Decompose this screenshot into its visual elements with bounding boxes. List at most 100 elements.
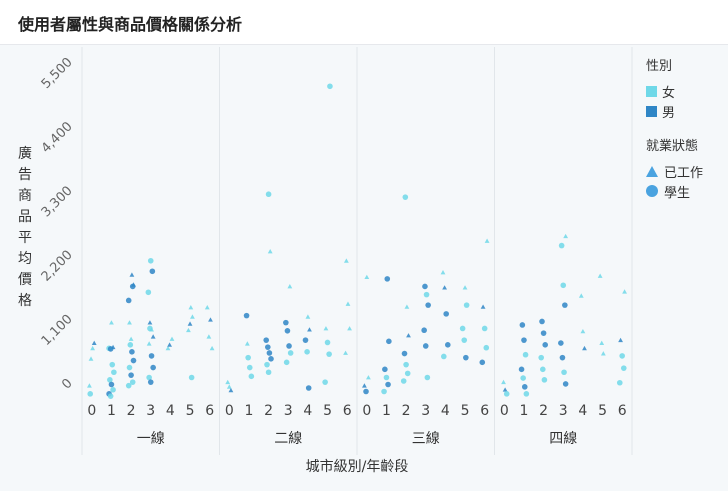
age-tick-label: 3	[559, 403, 568, 419]
data-point	[263, 337, 270, 343]
data-point	[127, 320, 132, 325]
legend-label-employed: 已工作	[664, 165, 704, 181]
age-tick-label: 1	[245, 403, 254, 419]
data-point	[302, 337, 309, 343]
data-point	[561, 369, 567, 376]
data-point	[129, 272, 135, 277]
y-axis-label-char: 格	[18, 293, 32, 309]
data-point	[283, 359, 290, 366]
data-point	[129, 283, 136, 290]
data-point	[521, 337, 527, 343]
data-point	[110, 386, 116, 393]
chart-title: 使用者屬性與商品價格關係分析	[18, 15, 243, 34]
y-axis-label-char: 價	[18, 271, 32, 288]
data-point	[265, 344, 271, 350]
legend-swatch-female	[646, 85, 657, 97]
data-point	[111, 369, 117, 376]
age-tick-label: 4	[166, 403, 175, 419]
data-point	[206, 334, 212, 339]
data-point	[461, 337, 468, 343]
data-point	[462, 285, 468, 290]
data-point	[484, 238, 490, 243]
data-point	[519, 322, 526, 328]
data-point	[284, 328, 291, 334]
data-point	[188, 374, 195, 381]
data-point	[560, 282, 567, 289]
data-point	[204, 305, 210, 310]
data-point	[383, 374, 390, 381]
data-point	[343, 350, 348, 355]
data-point	[88, 356, 94, 361]
data-point	[424, 374, 431, 381]
data-point	[578, 293, 584, 298]
x-axis-label: 城市級別/年齡段	[306, 458, 409, 475]
data-point	[404, 370, 411, 377]
data-point	[562, 381, 569, 387]
legend-label-male: 男	[662, 105, 676, 121]
data-point	[444, 342, 451, 348]
legend-item-student[interactable]: 學生	[646, 181, 726, 201]
data-point	[188, 305, 194, 310]
legend-item-employed[interactable]: 已工作	[646, 161, 726, 181]
data-point	[323, 326, 329, 331]
y-tick-label: 4,400	[39, 119, 76, 156]
data-point	[406, 333, 411, 338]
data-point	[459, 325, 466, 332]
age-tick-label: 3	[421, 403, 430, 419]
data-point	[107, 393, 114, 399]
city-group-label: 三線	[412, 431, 440, 447]
data-point	[523, 391, 530, 397]
data-point	[384, 276, 391, 282]
data-point	[386, 338, 392, 345]
data-point	[304, 349, 310, 355]
data-point	[150, 334, 156, 339]
data-point	[287, 350, 294, 356]
age-tick-label: 2	[539, 403, 548, 419]
age-tick-label: 6	[205, 403, 214, 419]
legend-label-female: 女	[662, 85, 676, 101]
data-point	[145, 289, 152, 296]
data-point	[580, 328, 586, 334]
data-point	[362, 383, 367, 388]
age-tick-label: 0	[500, 403, 509, 419]
data-point	[619, 353, 625, 359]
data-point	[322, 379, 328, 385]
data-point	[421, 327, 427, 334]
data-point	[422, 343, 429, 349]
data-point	[266, 350, 273, 356]
data-point	[540, 330, 547, 336]
age-tick-label: 6	[343, 403, 352, 419]
y-tick-label: 0	[59, 376, 75, 392]
data-point	[381, 388, 387, 395]
age-tick-label: 5	[186, 403, 195, 419]
legend-item-female[interactable]: 女	[646, 81, 726, 101]
data-point	[326, 351, 332, 357]
data-point	[147, 379, 154, 385]
city-group-label: 一線	[137, 431, 165, 447]
data-point	[363, 388, 369, 395]
y-axis-label-char: 告	[18, 167, 32, 183]
data-point	[400, 378, 407, 384]
data-point	[520, 375, 526, 381]
data-point	[382, 366, 388, 373]
legend-swatch-male	[646, 105, 657, 117]
data-point	[248, 373, 255, 380]
data-point	[149, 268, 156, 275]
chart-panel: 0 1,100 2,200 3,300 4,400 5,500 廣告商品平均價格 0 1 2 3 4 5…	[0, 45, 728, 491]
data-point	[305, 385, 312, 391]
age-tick-label: 0	[87, 403, 96, 419]
data-point	[287, 284, 293, 289]
data-point	[422, 283, 428, 290]
data-point	[148, 353, 155, 359]
data-point	[347, 326, 352, 331]
legend-item-male[interactable]: 男	[646, 101, 726, 121]
data-point	[542, 342, 549, 348]
circle-icon	[646, 184, 659, 198]
age-tick-label: 5	[598, 403, 607, 419]
data-point	[245, 354, 251, 361]
legend-label-student: 學生	[664, 185, 691, 201]
data-point	[501, 379, 506, 385]
city-group-label: 二線	[274, 431, 302, 447]
data-point	[265, 191, 272, 198]
data-point	[522, 351, 529, 358]
